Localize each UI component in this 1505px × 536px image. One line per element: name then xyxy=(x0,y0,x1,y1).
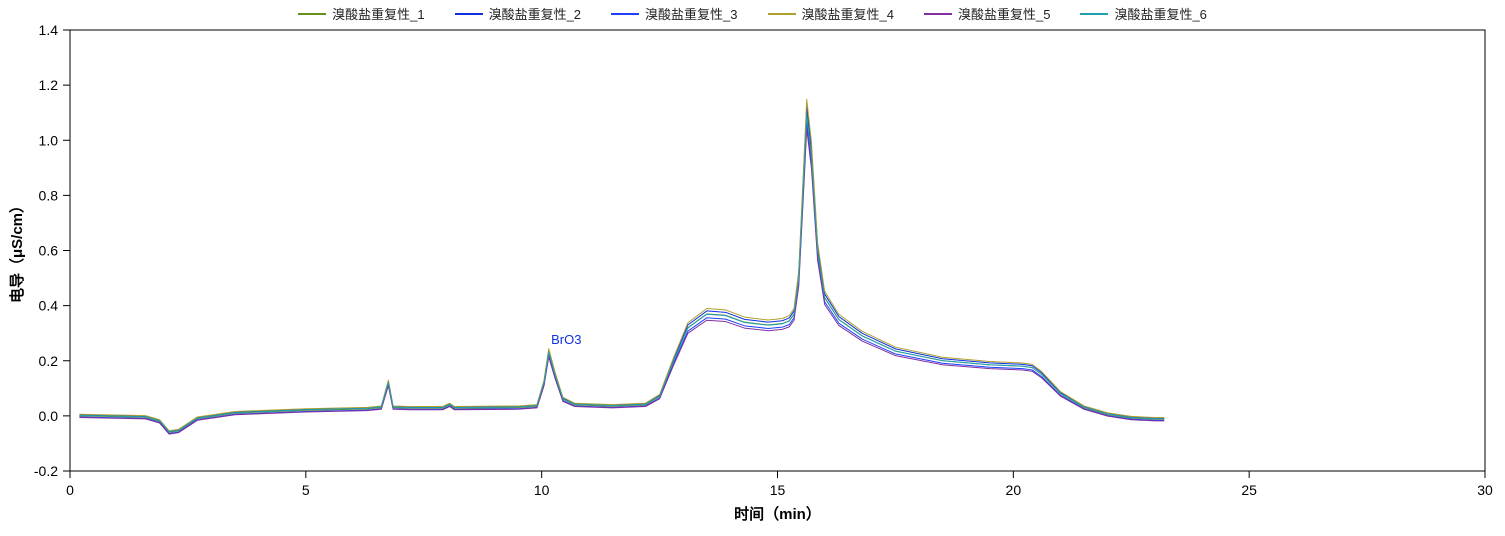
svg-text:1.2: 1.2 xyxy=(39,77,59,93)
svg-text:15: 15 xyxy=(770,482,786,498)
svg-text:1.0: 1.0 xyxy=(39,132,59,148)
x-axis-label: 时间（min） xyxy=(734,505,821,523)
svg-text:0.2: 0.2 xyxy=(39,353,59,369)
chromatogram-chart: 溴酸盐重复性_1 溴酸盐重复性_2 溴酸盐重复性_3 溴酸盐重复性_4 溴酸盐重复性_5… xyxy=(0,0,1505,531)
svg-text:0.4: 0.4 xyxy=(39,298,59,314)
svg-text:0.6: 0.6 xyxy=(39,243,59,259)
legend-item-2: 溴酸盐重复性_2 xyxy=(455,4,581,23)
series-line-5 xyxy=(79,129,1164,434)
legend-item-5: 溴酸盐重复性_5 xyxy=(924,4,1050,23)
legend-swatch xyxy=(1080,13,1108,15)
legend-swatch xyxy=(611,13,639,15)
legend: 溴酸盐重复性_1 溴酸盐重复性_2 溴酸盐重复性_3 溴酸盐重复性_4 溴酸盐重复性_5… xyxy=(0,0,1505,23)
legend-swatch xyxy=(768,13,796,15)
legend-swatch xyxy=(298,13,326,15)
legend-label: 溴酸盐重复性_1 xyxy=(332,4,424,23)
svg-text:30: 30 xyxy=(1477,482,1493,498)
svg-text:1.4: 1.4 xyxy=(39,22,59,38)
legend-swatch xyxy=(455,13,483,15)
svg-text:0: 0 xyxy=(66,482,74,498)
legend-swatch xyxy=(924,13,952,15)
legend-label: 溴酸盐重复性_2 xyxy=(489,4,581,23)
peak-annotation: BrO3 xyxy=(551,332,581,347)
svg-text:20: 20 xyxy=(1006,482,1022,498)
legend-item-6: 溴酸盐重复性_6 xyxy=(1080,4,1206,23)
legend-label: 溴酸盐重复性_6 xyxy=(1114,4,1206,23)
legend-label: 溴酸盐重复性_4 xyxy=(802,4,894,23)
legend-item-4: 溴酸盐重复性_4 xyxy=(768,4,894,23)
svg-text:5: 5 xyxy=(302,482,310,498)
chart-svg: 0 5 10 15 20 25 30 -0.2 0.0 0.2 0.4 0.6 0.8 1.0 1.2 1.4… xyxy=(0,0,1505,531)
y-axis-label: 电导（μS/cm） xyxy=(8,198,26,303)
legend-label: 溴酸盐重复性_3 xyxy=(645,4,737,23)
series-line-4 xyxy=(79,99,1164,431)
svg-text:0.0: 0.0 xyxy=(39,408,59,424)
series-line-6 xyxy=(79,115,1164,432)
legend-label: 溴酸盐重复性_5 xyxy=(958,4,1050,23)
svg-text:-0.2: -0.2 xyxy=(34,463,58,479)
svg-text:25: 25 xyxy=(1241,482,1257,498)
legend-item-1: 溴酸盐重复性_1 xyxy=(298,4,424,23)
series-line-1 xyxy=(79,113,1164,433)
series-line-2 xyxy=(79,106,1164,432)
series-line-3 xyxy=(79,123,1164,434)
svg-text:10: 10 xyxy=(534,482,550,498)
legend-item-3: 溴酸盐重复性_3 xyxy=(611,4,737,23)
svg-text:0.8: 0.8 xyxy=(39,187,59,203)
